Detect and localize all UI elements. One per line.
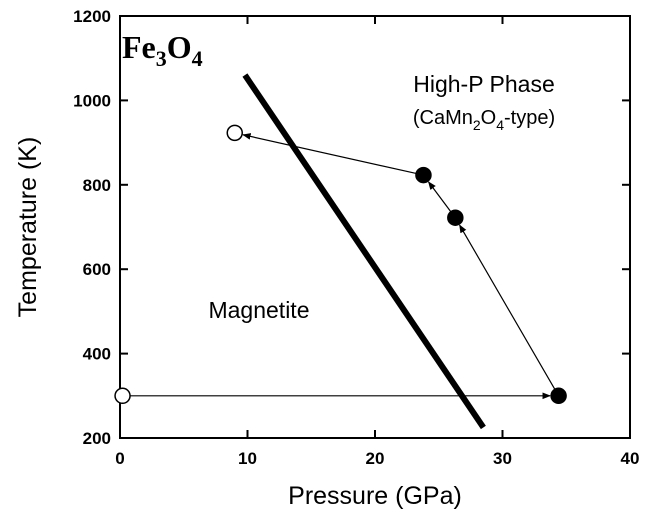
- open-data-point: [226, 124, 243, 142]
- axis-ticks: [119, 15, 631, 439]
- type-mid: O: [481, 107, 497, 129]
- formula-sub-3: 3: [156, 46, 167, 71]
- transition-path-arrows: [130, 133, 556, 400]
- y-axis-title: Temperature (K): [14, 137, 42, 318]
- type-sub-2: 2: [473, 117, 481, 133]
- high-p-phase-label: High-P Phase: [413, 71, 555, 97]
- formula-fe: Fe: [122, 29, 156, 65]
- phase-boundary-line: [242, 73, 486, 430]
- formula-sub-4: 4: [192, 46, 203, 71]
- data-points: [114, 124, 567, 405]
- open-data-point: [114, 387, 131, 405]
- transition-arrow: [428, 181, 452, 213]
- x-tick-label: 10: [238, 449, 257, 468]
- y-tick-label: 200: [83, 429, 111, 448]
- compound-formula: Fe3O4: [122, 29, 203, 71]
- transition-arrow: [242, 133, 417, 175]
- y-tick-label: 800: [83, 176, 111, 195]
- filled-data-point: [447, 209, 464, 226]
- x-tick-label: 20: [366, 449, 385, 468]
- filled-data-point: [550, 387, 567, 405]
- filled-data-point: [415, 166, 432, 184]
- y-tick-label: 1200: [73, 7, 111, 26]
- formula-o: O: [167, 29, 192, 65]
- type-pre: (CaMn: [413, 107, 473, 129]
- x-axis-title: Pressure (GPa): [288, 482, 462, 510]
- transition-arrow: [459, 224, 556, 390]
- high-p-phase-type-label: (CaMn2O4-type): [413, 107, 555, 133]
- y-tick-label: 1000: [73, 91, 111, 110]
- magnetite-label: Magnetite: [208, 297, 309, 323]
- x-tick-label: 30: [493, 449, 512, 468]
- type-sub-4: 4: [496, 117, 504, 133]
- y-tick-label: 600: [83, 260, 111, 279]
- x-tick-label: 0: [115, 449, 124, 468]
- axis-tick-labels: 0 10 20 30 40 200 400 600 800 1000 1200: [73, 7, 639, 468]
- y-tick-label: 400: [83, 345, 111, 364]
- x-tick-label: 40: [621, 449, 640, 468]
- type-post: -type): [504, 107, 555, 129]
